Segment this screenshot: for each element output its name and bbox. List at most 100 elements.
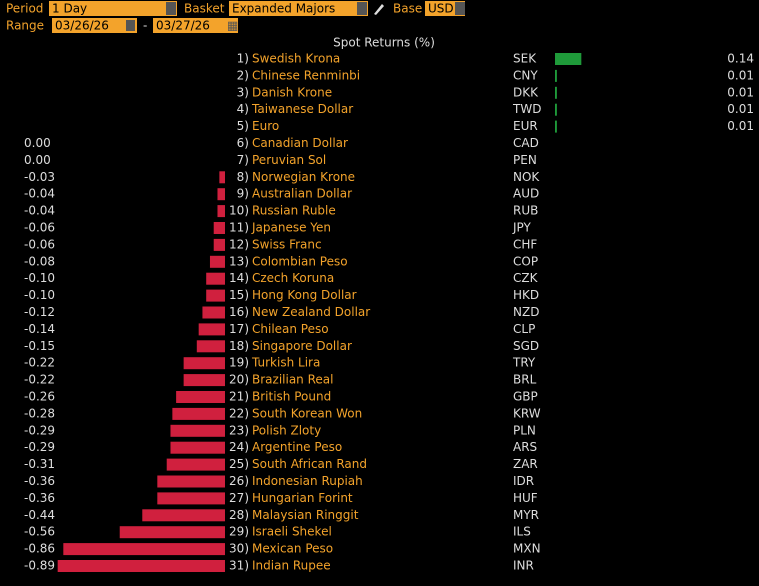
currency-code: EUR: [513, 119, 538, 133]
bar: [170, 424, 225, 437]
value-label: -0.31: [24, 457, 55, 471]
currency-name: Japanese Yen: [251, 221, 331, 235]
range-start-field[interactable]: [52, 18, 137, 33]
bar: [217, 188, 225, 201]
value-label: -0.10: [24, 288, 55, 302]
range-end[interactable]: 03/27/26: [156, 19, 210, 33]
bar: [157, 492, 225, 505]
dropdown-arrow[interactable]: [455, 2, 465, 15]
value-label: -0.22: [24, 373, 55, 387]
currency-name: Colombian Peso: [252, 254, 348, 268]
currency-name: Indian Rupee: [252, 559, 331, 573]
bar: [170, 441, 225, 454]
basket-field[interactable]: [229, 1, 368, 16]
basket-label: Basket: [184, 2, 225, 16]
value-label: 0.01: [727, 102, 754, 116]
value-label: -0.04: [24, 204, 55, 218]
rank: 31): [229, 559, 249, 573]
currency-name: Argentine Peso: [252, 440, 342, 454]
rank: 27): [229, 491, 249, 505]
currency-name: Malaysian Ringgit: [252, 508, 359, 522]
range-separator: -: [143, 19, 147, 33]
bar: [142, 509, 225, 522]
bar: [213, 222, 225, 234]
currency-code: CLP: [513, 322, 535, 336]
currency-name: Brazilian Real: [252, 373, 333, 387]
rank: 21): [229, 390, 249, 404]
currency-code: CNY: [513, 68, 538, 82]
currency-code: ZAR: [513, 457, 538, 471]
dropdown-arrow[interactable]: [166, 2, 176, 15]
base-value[interactable]: USD: [428, 2, 454, 16]
bar: [176, 391, 225, 403]
period-label: Period: [6, 2, 43, 16]
basket-value[interactable]: Expanded Majors: [232, 2, 335, 16]
rank: 6): [237, 136, 249, 150]
range-end-field[interactable]: [153, 18, 238, 33]
value-label: -0.03: [24, 170, 55, 184]
currency-code: CHF: [513, 237, 537, 251]
currency-name: Israeli Shekel: [252, 525, 332, 539]
value-label: -0.28: [24, 406, 55, 420]
rank: 14): [229, 271, 249, 285]
value-label: -0.56: [24, 525, 55, 539]
bar: [206, 272, 225, 285]
value-label: -0.04: [24, 187, 55, 201]
value-label: -0.44: [24, 508, 55, 522]
value-label: -0.12: [24, 305, 55, 319]
currency-name: Norwegian Krone: [252, 170, 355, 184]
currency-name: Hungarian Forint: [252, 491, 353, 505]
rank: 20): [229, 373, 249, 387]
range-start[interactable]: 03/26/26: [55, 19, 109, 33]
rank: 3): [237, 85, 249, 99]
bar: [555, 53, 582, 65]
rank: 23): [229, 423, 249, 437]
range-label: Range: [6, 19, 44, 33]
currency-code: KRW: [513, 406, 541, 420]
rank: 1): [237, 52, 249, 66]
edit-icon[interactable]: [374, 4, 384, 15]
period-value[interactable]: 1 Day: [52, 2, 87, 16]
value-label: -0.29: [24, 423, 55, 437]
currency-code: DKK: [513, 85, 539, 99]
currency-code: COP: [513, 254, 538, 268]
period-field[interactable]: [49, 1, 177, 16]
currency-code: INR: [513, 559, 534, 573]
base-label: Base: [393, 2, 422, 16]
value-label: 0.01: [727, 68, 754, 82]
value-label: -0.08: [24, 254, 55, 268]
value-label: -0.89: [24, 559, 55, 573]
bar: [209, 255, 225, 268]
value-label: -0.29: [24, 440, 55, 454]
calendar-icon[interactable]: ▦: [227, 19, 238, 33]
rank: 2): [237, 68, 249, 82]
currency-name: Chilean Peso: [252, 322, 329, 336]
rank: 7): [237, 153, 249, 167]
currency-name: Chinese Renminbi: [252, 68, 360, 82]
value-label: 0.01: [727, 85, 754, 99]
bar: [63, 543, 225, 556]
bar: [217, 205, 225, 218]
currency-code: ILS: [513, 525, 531, 539]
currency-name: Singapore Dollar: [252, 339, 352, 353]
currency-code: TRY: [512, 356, 536, 370]
value-label: -0.10: [24, 271, 55, 285]
currency-code: HKD: [513, 288, 539, 302]
currency-name: Australian Dollar: [252, 187, 352, 201]
currency-code: SEK: [513, 52, 537, 66]
calendar-icon[interactable]: [126, 20, 135, 31]
currency-name: Euro: [252, 119, 279, 133]
rank: 15): [229, 288, 249, 302]
currency-code: HUF: [513, 491, 538, 505]
rank: 26): [229, 474, 249, 488]
value-label: -0.14: [24, 322, 55, 336]
dropdown-arrow[interactable]: [357, 2, 367, 15]
bar: [183, 374, 225, 387]
currency-name: Indonesian Rupiah: [252, 474, 363, 488]
rank: 19): [229, 356, 249, 370]
value-label: -0.26: [24, 390, 55, 404]
currency-name: British Pound: [252, 390, 331, 404]
value-label: 0.00: [24, 153, 51, 167]
